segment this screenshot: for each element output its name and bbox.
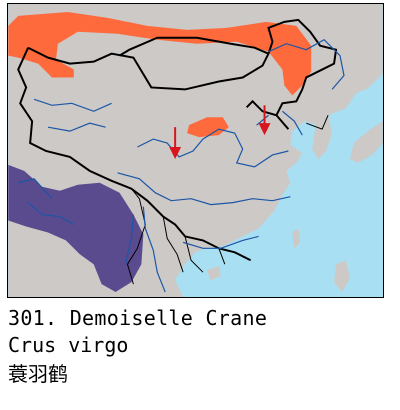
internal-border-south: [126, 188, 226, 285]
migration-arrow-east: [258, 105, 271, 136]
mongolia-border: [119, 36, 269, 57]
river-liao: [256, 110, 303, 136]
china-border-west: [17, 47, 252, 262]
river-west: [18, 98, 112, 226]
land-hainan: [206, 266, 221, 281]
breeding-range-inner: [187, 117, 229, 138]
river-yellow: [137, 128, 289, 168]
land-taiwan: [292, 228, 301, 249]
species-caption: 301. Demoiselle Crane Crus virgo 蓑羽鹤: [8, 305, 388, 389]
species-number-name: 301. Demoiselle Crane: [8, 306, 268, 330]
river-yangtze: [117, 172, 291, 206]
internal-border-korea: [306, 115, 329, 130]
species-scientific-name: Crus virgo: [8, 333, 129, 357]
wintering-range: [8, 164, 144, 293]
land-philippines: [334, 260, 350, 293]
migration-arrow-west: [169, 127, 182, 159]
river-pearl: [182, 235, 259, 249]
river-mekong: [124, 206, 166, 293]
species-chinese-name: 蓑羽鹤: [8, 362, 68, 386]
range-map: [7, 3, 384, 298]
river-amur: [268, 39, 345, 90]
land-japan: [349, 121, 383, 163]
china-border: [27, 18, 338, 130]
breeding-range-north: [8, 11, 312, 96]
range-map-svg: [8, 4, 383, 297]
